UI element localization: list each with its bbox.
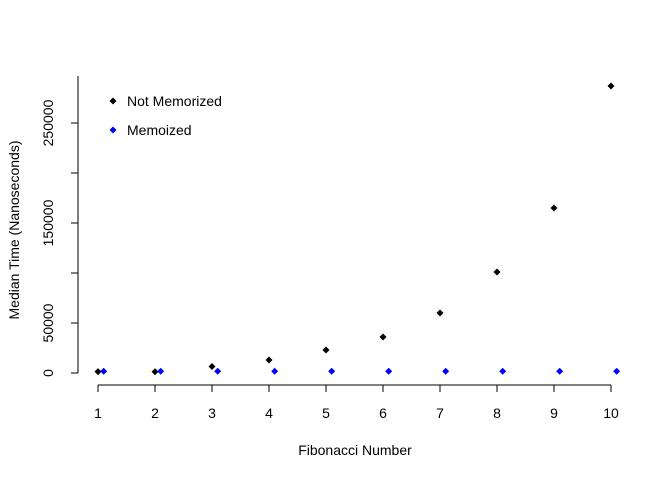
data-point <box>271 367 279 375</box>
legend-marker <box>109 126 117 134</box>
data-point <box>499 367 507 375</box>
y-axis-title: Median Time (Nanoseconds) <box>6 141 22 320</box>
legend-label: Not Memorized <box>127 93 222 109</box>
y-tick-label: 150000 <box>40 199 56 246</box>
x-tick-label: 2 <box>151 405 159 421</box>
y-tick-label: 250000 <box>40 99 56 146</box>
data-point <box>100 367 108 375</box>
x-tick-label: 4 <box>265 405 273 421</box>
data-point <box>379 333 387 341</box>
x-tick-label: 7 <box>436 405 444 421</box>
data-point <box>550 204 558 212</box>
data-point <box>265 356 273 364</box>
data-point <box>94 368 102 376</box>
legend-marker <box>109 97 117 105</box>
axes: 1 2 3 4 5 6 7 8 9 10 0 50000 150000 250000 <box>40 76 619 421</box>
y-tick-label: 50000 <box>40 303 56 342</box>
data-point <box>607 82 615 90</box>
x-tick-label: 1 <box>94 405 102 421</box>
x-tick-label: 3 <box>208 405 216 421</box>
data-point <box>214 367 222 375</box>
legend-label: Memoized <box>127 122 192 138</box>
x-tick-label: 8 <box>493 405 501 421</box>
data-point <box>328 367 336 375</box>
data-points <box>94 82 621 376</box>
data-point <box>157 367 165 375</box>
data-point <box>493 268 501 276</box>
x-tick-label: 9 <box>550 405 558 421</box>
data-point <box>151 368 159 376</box>
data-point <box>556 367 564 375</box>
data-point <box>208 363 216 370</box>
x-tick-label: 5 <box>322 405 330 421</box>
data-point <box>613 367 621 375</box>
data-point <box>436 309 444 317</box>
legend: Not Memorized Memoized <box>109 93 222 138</box>
x-axis-title: Fibonacci Number <box>298 442 412 458</box>
x-tick-label: 6 <box>379 405 387 421</box>
data-point <box>385 367 393 375</box>
data-point <box>322 346 330 354</box>
x-tick-label: 10 <box>603 405 619 421</box>
data-point <box>442 367 450 375</box>
y-tick-label: 0 <box>40 369 56 377</box>
